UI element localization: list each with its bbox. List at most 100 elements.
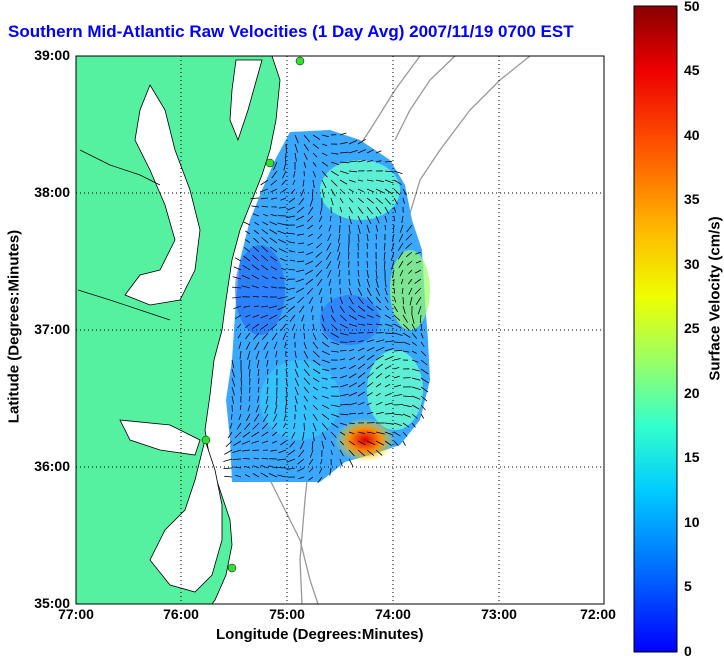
velocity-arrow — [266, 386, 269, 395]
velocity-arrow — [402, 305, 406, 315]
velocity-arrow — [252, 314, 260, 318]
velocity-arrow — [271, 332, 278, 341]
velocity-arrow — [267, 377, 269, 384]
velocity-arrow — [296, 287, 305, 293]
velocity-arrow — [297, 296, 305, 304]
velocity-arrow — [269, 246, 278, 253]
velocity-arrow — [357, 197, 365, 204]
velocity-arrow — [294, 350, 297, 358]
velocity-arrow — [411, 377, 421, 381]
velocity-arrow — [339, 179, 348, 185]
velocity-arrow — [312, 323, 315, 331]
velocity-arrow — [302, 323, 305, 330]
velocity-arrow — [280, 323, 287, 331]
velocity-arrow — [272, 161, 278, 171]
velocity-arrow — [411, 422, 416, 428]
velocity-arrow — [240, 377, 243, 387]
velocity-arrow — [263, 341, 269, 350]
velocity-arrow — [315, 260, 323, 268]
velocity-arrow — [348, 170, 357, 173]
velocity-arrow — [330, 404, 340, 407]
velocity-arrow — [329, 467, 332, 476]
velocity-arrow — [312, 341, 319, 350]
velocity-arrow — [393, 170, 403, 175]
velocity-arrow — [318, 467, 323, 474]
velocity-arrow — [400, 278, 404, 285]
velocity-arrow — [348, 431, 355, 435]
velocity-arrow — [375, 392, 381, 397]
x-tick: 75:00 — [269, 606, 305, 622]
velocity-arrow — [285, 377, 288, 387]
velocity-arrow — [366, 242, 368, 249]
velocity-arrow — [339, 141, 348, 145]
velocity-arrow — [273, 413, 278, 422]
velocity-arrow — [301, 314, 305, 322]
velocity-arrow — [414, 269, 422, 274]
velocity-arrow — [285, 143, 287, 153]
velocity-arrow — [244, 465, 251, 469]
potomac-river — [79, 149, 161, 186]
velocity-arrow — [297, 260, 305, 263]
velocity-arrow — [401, 287, 404, 294]
velocity-arrow — [290, 188, 296, 195]
velocity-arrow — [357, 138, 366, 145]
velocity-arrow — [339, 349, 347, 352]
velocity-arrow — [273, 341, 278, 350]
velocity-arrow — [293, 170, 296, 178]
velocity-arrow — [366, 314, 374, 318]
velocity-arrow — [366, 323, 373, 326]
velocity-arrow — [348, 340, 356, 343]
velocity-arrow — [244, 247, 251, 253]
velocity-arrow — [330, 305, 334, 313]
grid-lines — [76, 56, 604, 604]
velocity-arrow — [339, 440, 344, 446]
velocity-arrow — [251, 205, 260, 208]
velocity-arrow — [285, 395, 287, 405]
velocity-arrow — [261, 205, 269, 208]
velocity-arrow — [252, 245, 260, 253]
velocity-arrow — [366, 233, 369, 242]
velocity-arrow — [399, 224, 404, 233]
velocity-arrow — [277, 474, 287, 478]
velocity-arrow — [357, 233, 360, 243]
velocity-arrow — [253, 413, 260, 422]
velocity-arrow — [321, 368, 329, 372]
velocity-arrow — [357, 159, 366, 163]
velocity-arrow — [348, 458, 354, 467]
velocity-arrow — [330, 449, 333, 455]
velocity-arrow — [321, 134, 329, 138]
velocity-arrow — [316, 278, 323, 287]
velocity-arrow — [411, 413, 418, 419]
velocity-arrow — [330, 197, 334, 206]
velocity-arrow — [269, 237, 278, 244]
velocity-arrow — [348, 215, 352, 225]
velocity-arrow — [357, 314, 366, 319]
velocity-arrow — [330, 179, 338, 187]
velocity-arrow — [286, 215, 296, 219]
velocity-arrow — [339, 197, 344, 204]
velocity-arrow — [298, 197, 305, 206]
velocity-arrow — [243, 221, 251, 226]
velocity-arrow — [321, 359, 330, 363]
velocity-arrow — [225, 440, 233, 447]
velocity-arrow — [261, 254, 269, 262]
velocity-arrow — [375, 197, 384, 205]
velocity-arrow — [384, 179, 394, 184]
velocity-arrow — [240, 386, 242, 395]
velocity-arrow — [270, 188, 278, 193]
velocity-arrow — [407, 278, 413, 285]
velocity-arrow — [316, 242, 323, 249]
velocity-arrow — [321, 413, 330, 420]
velocity-arrow — [339, 332, 349, 336]
velocity-arrow — [384, 323, 393, 327]
velocity-arrow — [245, 239, 251, 244]
velocity-arrow — [321, 152, 328, 157]
velocity-arrow — [303, 341, 307, 350]
velocity-arrow — [237, 332, 242, 339]
velocity-arrow — [339, 215, 342, 223]
velocity-arrow — [234, 431, 242, 439]
velocity-arrow — [330, 296, 332, 303]
velocity-arrow — [393, 349, 402, 352]
velocity-arrow — [339, 458, 343, 467]
velocity-arrow — [409, 296, 413, 306]
